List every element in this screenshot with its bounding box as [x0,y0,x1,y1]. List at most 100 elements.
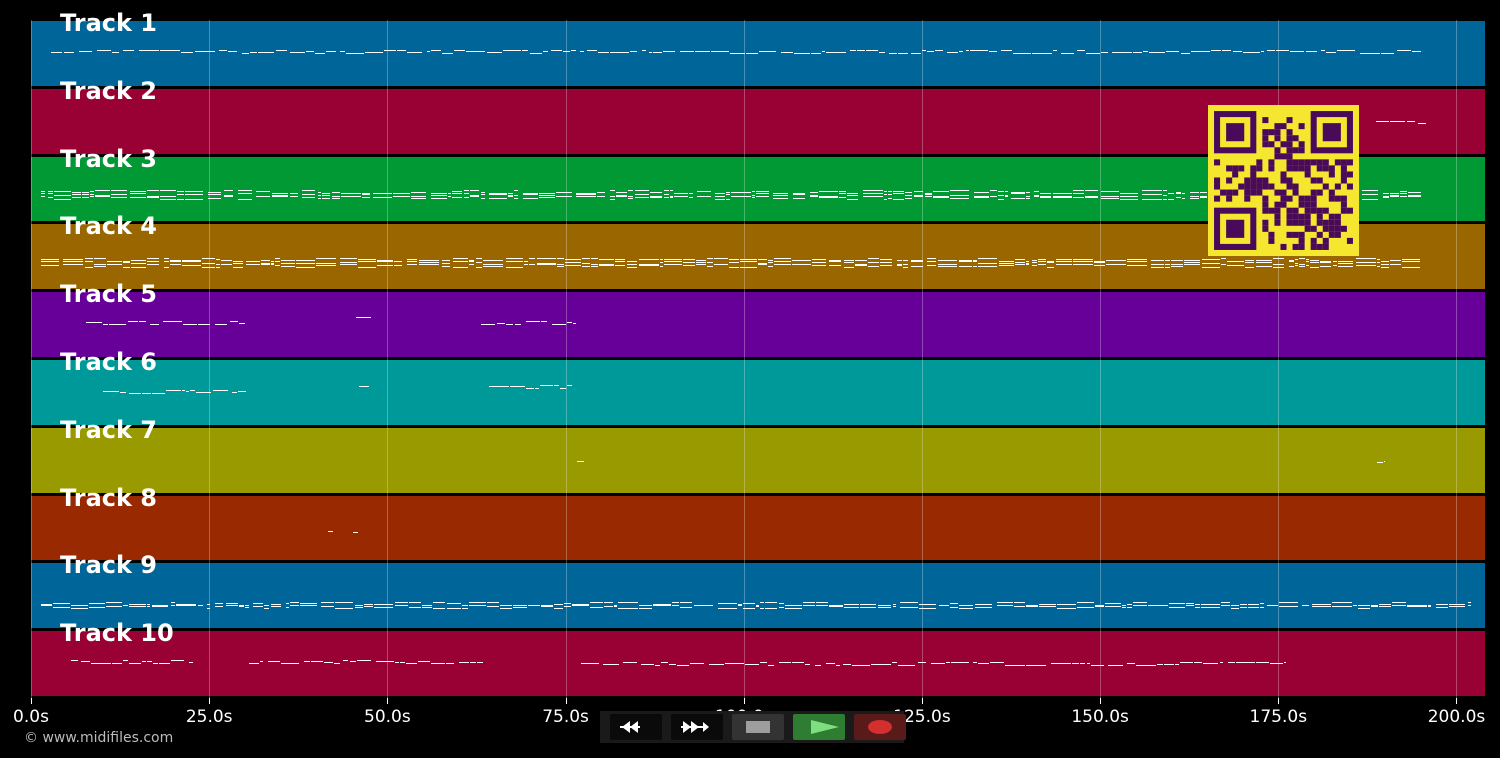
rewind-button[interactable] [610,714,662,740]
note [120,391,126,393]
note [1320,265,1331,267]
note [239,606,244,608]
note [1245,259,1254,261]
note [880,258,892,260]
note [1095,606,1104,608]
note [170,259,181,261]
note [422,605,432,607]
note [947,51,958,53]
note [669,663,676,665]
note [731,195,751,197]
note [1142,193,1162,195]
note [322,194,330,196]
note [1085,196,1098,198]
note [228,50,237,52]
note [989,50,997,52]
fast-forward-button[interactable] [671,714,723,740]
note [1356,261,1376,263]
axis-tick-label: 0.0s [13,707,49,727]
note [322,192,330,194]
note [356,316,371,318]
note [822,50,825,52]
note [855,263,867,265]
note [855,259,867,261]
note [760,602,764,604]
note [407,258,417,260]
note [1120,192,1138,194]
note [878,607,891,609]
note [182,264,201,266]
note [664,263,682,265]
track-label: Track 1 [60,9,158,37]
note [726,193,730,195]
note [296,262,315,264]
note [271,260,274,262]
note [1077,602,1094,604]
note [1333,260,1337,262]
note [1312,606,1331,608]
note [470,661,476,663]
track-lane [31,426,1485,494]
note [185,190,203,192]
note [868,261,879,263]
note [328,530,333,532]
play-button[interactable] [793,714,845,740]
note [481,323,495,325]
note [758,262,767,264]
note [572,604,589,606]
note [271,262,274,264]
note [103,390,119,392]
note [1332,602,1352,604]
note [1034,190,1039,192]
note [1256,265,1272,267]
note [1026,664,1046,666]
axis-tick [31,698,32,704]
note [469,602,486,604]
note [756,195,769,197]
note [564,606,571,608]
note [82,196,89,198]
note [245,605,249,607]
note [576,193,596,195]
note [268,660,280,662]
note [597,195,605,197]
note [1127,258,1147,260]
note [238,198,252,200]
note [931,662,945,664]
note [306,50,314,52]
note [215,606,223,608]
note [523,197,538,199]
note [419,263,439,265]
note [1133,605,1147,607]
note [1169,607,1185,609]
note [610,189,615,191]
note [276,49,287,51]
note [1221,257,1226,259]
note [1227,260,1244,262]
note [139,321,146,323]
note [462,605,468,607]
note [147,260,159,262]
track-lane [31,359,1485,426]
note [1333,264,1337,266]
note [999,262,1014,264]
note [1165,259,1170,261]
note [847,194,858,196]
note [483,259,503,261]
note [324,661,333,663]
note [53,607,70,609]
note [1260,603,1264,605]
note [950,607,958,609]
note [695,50,710,52]
note [1040,192,1051,194]
note [863,189,883,191]
note [506,257,523,259]
stop-button[interactable] [732,714,784,740]
note [850,49,856,51]
note [1227,264,1244,266]
note [82,191,89,193]
note [341,192,361,194]
note [794,52,810,54]
record-button[interactable] [854,714,906,740]
note [452,190,462,192]
